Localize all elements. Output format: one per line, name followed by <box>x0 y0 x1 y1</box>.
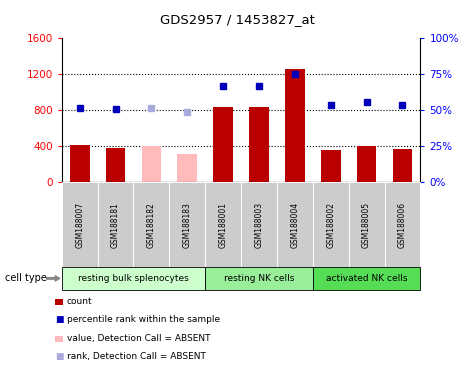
Text: resting NK cells: resting NK cells <box>224 274 294 283</box>
Text: activated NK cells: activated NK cells <box>326 274 408 283</box>
Bar <box>392 149 412 182</box>
Text: count: count <box>67 297 93 306</box>
Text: ■: ■ <box>55 352 63 361</box>
Text: resting bulk splenocytes: resting bulk splenocytes <box>78 274 189 283</box>
Text: GSM188007: GSM188007 <box>75 202 84 248</box>
Text: GSM188003: GSM188003 <box>255 202 264 248</box>
Bar <box>357 146 377 182</box>
Bar <box>321 151 341 182</box>
Text: GSM188004: GSM188004 <box>290 202 299 248</box>
Text: GSM188182: GSM188182 <box>147 202 156 248</box>
Text: ■: ■ <box>55 315 63 324</box>
Text: GSM188181: GSM188181 <box>111 202 120 248</box>
Bar <box>142 146 162 182</box>
Text: percentile rank within the sample: percentile rank within the sample <box>67 315 220 324</box>
Text: rank, Detection Call = ABSENT: rank, Detection Call = ABSENT <box>67 352 206 361</box>
Bar <box>213 107 233 182</box>
Text: GDS2957 / 1453827_at: GDS2957 / 1453827_at <box>160 13 315 26</box>
Text: GSM188001: GSM188001 <box>218 202 228 248</box>
Text: value, Detection Call = ABSENT: value, Detection Call = ABSENT <box>67 334 210 343</box>
Text: GSM188183: GSM188183 <box>183 202 192 248</box>
Bar <box>177 154 197 182</box>
Bar <box>249 107 269 182</box>
Text: GSM188006: GSM188006 <box>398 202 407 248</box>
Bar <box>285 69 305 182</box>
Text: GSM188002: GSM188002 <box>326 202 335 248</box>
Bar <box>105 148 125 182</box>
Text: cell type: cell type <box>5 273 47 283</box>
Text: GSM188005: GSM188005 <box>362 202 371 248</box>
Bar <box>70 145 90 182</box>
